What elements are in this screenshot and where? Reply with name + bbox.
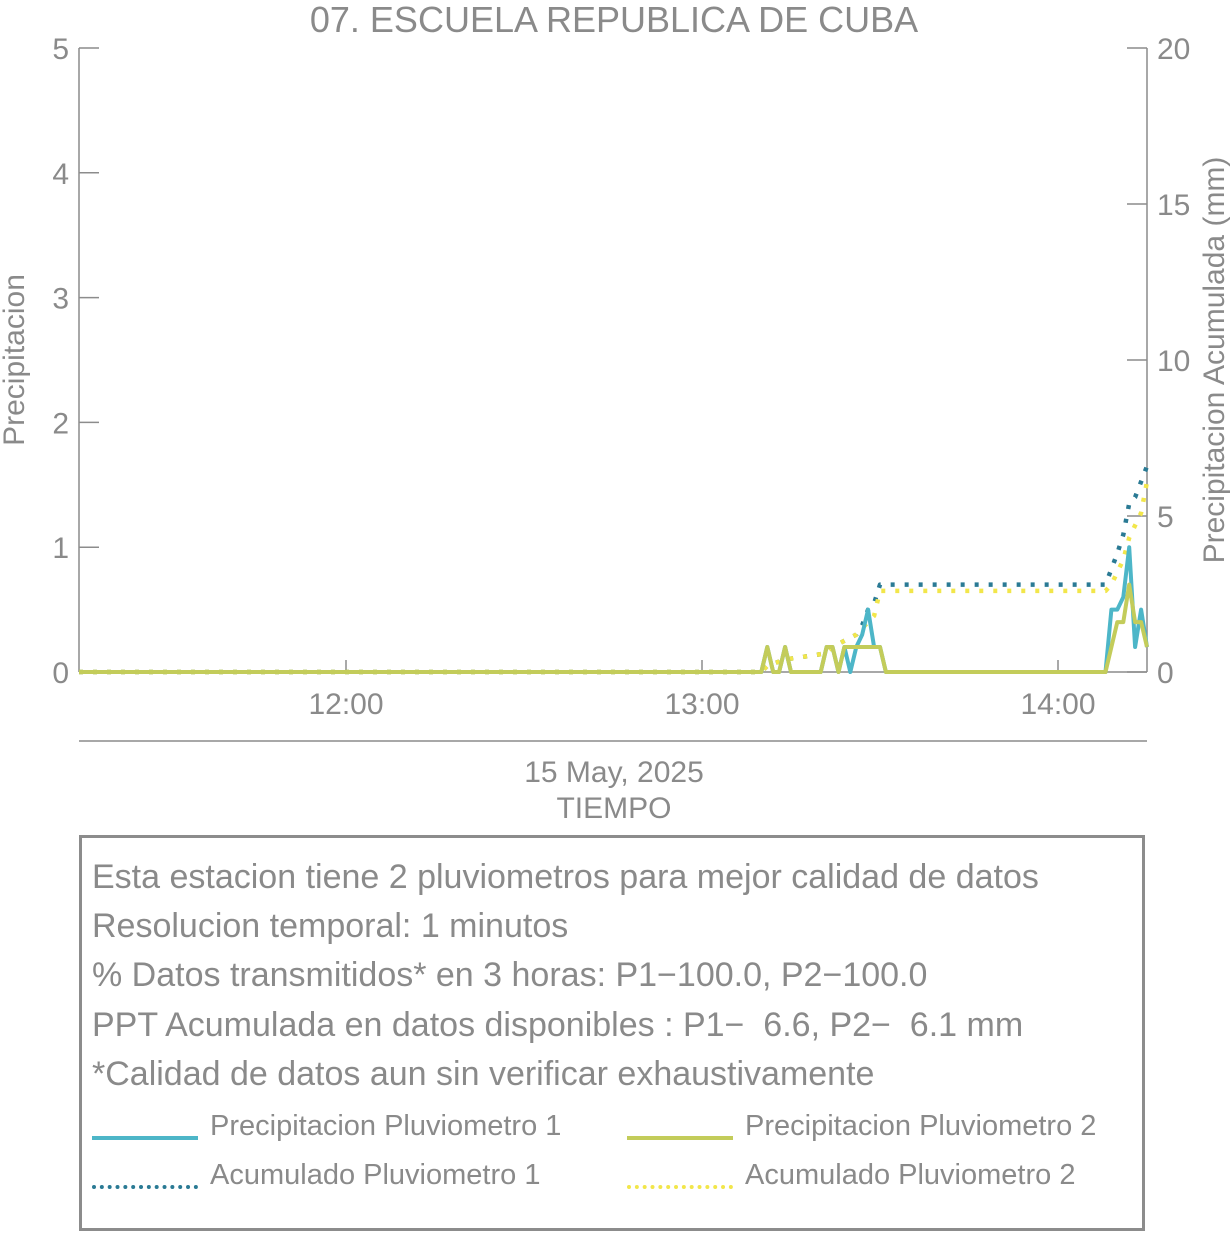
left-tick-label: 5: [52, 33, 69, 66]
x-axis-date-label: 15 May, 2025: [524, 756, 704, 789]
right-tick-label: 10: [1157, 345, 1190, 378]
legend-swatch-acc1: [92, 1185, 198, 1189]
legend-swatch-p2: [627, 1136, 733, 1140]
right-tick-label: 15: [1157, 189, 1190, 222]
series-line-2: [79, 582, 1149, 674]
x-tick-label: 14:00: [1020, 688, 1095, 721]
x-tick-label: 13:00: [664, 688, 739, 721]
info-box: Esta estacion tiene 2 pluviometros para …: [79, 835, 1145, 1231]
legend-swatch-acc2: [627, 1185, 733, 1189]
series-line-3: [79, 465, 1150, 675]
legend-label-acc1: Acumulado Pluviometro 1: [210, 1159, 541, 1191]
y-axis-label-left: Precipitacion: [0, 274, 31, 446]
right-tick-label: 20: [1157, 33, 1190, 66]
info-line-transmitted: % Datos transmitidos* en 3 horas: P1−100…: [92, 956, 928, 994]
info-line-quality-note: *Calidad de datos aun sin verificar exha…: [92, 1055, 875, 1093]
series-layer: [79, 465, 1150, 675]
precipitation-chart: 07. ESCUELA REPUBLICA DE CUBA 0 1 2 3 4 5 0 5 1…: [0, 0, 1231, 825]
left-tick-label: 0: [52, 657, 69, 690]
legend-swatch-p1: [92, 1136, 198, 1140]
x-ticks: 12:00 13:00 14:00: [308, 660, 1096, 721]
series-line-1: [79, 545, 1149, 674]
info-line-stations: Esta estacion tiene 2 pluviometros para …: [92, 858, 1039, 896]
x-tick-label: 12:00: [308, 688, 383, 721]
x-axis-label: TIEMPO: [556, 792, 671, 825]
info-line-accumulated: PPT Acumulada en datos disponibles : P1−…: [92, 1006, 1024, 1044]
series-line-4: [79, 481, 1150, 675]
chart-title: 07. ESCUELA REPUBLICA DE CUBA: [310, 0, 918, 40]
left-tick-label: 4: [52, 158, 69, 191]
legend-label-p1: Precipitacion Pluviometro 1: [210, 1110, 562, 1142]
left-tick-label: 1: [52, 532, 69, 565]
legend-label-acc2: Acumulado Pluviometro 2: [745, 1159, 1076, 1191]
info-line-resolution: Resolucion temporal: 1 minutos: [92, 907, 569, 945]
right-y-ticks: 0 5 10 15 20: [1127, 33, 1190, 690]
left-y-ticks: 0 1 2 3 4 5: [52, 33, 99, 690]
legend-label-p2: Precipitacion Pluviometro 2: [745, 1110, 1097, 1142]
right-tick-label: 0: [1157, 657, 1174, 690]
left-tick-label: 3: [52, 283, 69, 316]
right-tick-label: 5: [1157, 501, 1174, 534]
left-tick-label: 2: [52, 407, 69, 440]
y-axis-label-right: Precipitacion Acumulada (mm): [1198, 157, 1231, 564]
